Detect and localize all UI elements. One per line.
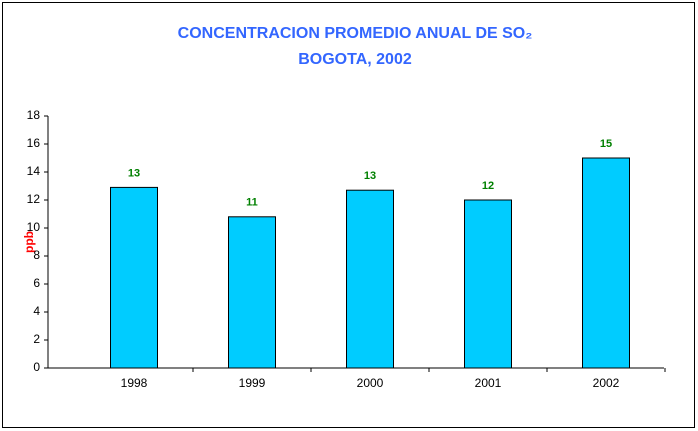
chart-title: CONCENTRACION PROMEDIO ANUAL DE SO₂ bbox=[178, 25, 533, 42]
value-label: 11 bbox=[246, 197, 258, 209]
bar bbox=[346, 189, 394, 369]
y-tick-label: 0 bbox=[33, 360, 40, 374]
y-tick-label: 8 bbox=[33, 248, 40, 262]
y-tick-label: 4 bbox=[33, 304, 40, 318]
chart-subtitle: BOGOTA, 2002 bbox=[298, 51, 412, 68]
x-tick-label: 1999 bbox=[239, 376, 266, 390]
value-label: 13 bbox=[128, 167, 140, 179]
bar bbox=[464, 199, 512, 369]
bar bbox=[110, 186, 158, 369]
y-tick-label: 2 bbox=[33, 332, 40, 346]
bar bbox=[228, 216, 276, 369]
y-tick-label: 16 bbox=[27, 136, 41, 150]
y-tick-label: 14 bbox=[27, 164, 41, 178]
x-tick-label: 2000 bbox=[357, 376, 384, 390]
bar bbox=[582, 157, 630, 369]
y-tick-label: 10 bbox=[27, 220, 41, 234]
x-tick-label: 1998 bbox=[121, 376, 148, 390]
y-tick-label: 6 bbox=[33, 276, 40, 290]
y-tick-label: 18 bbox=[27, 108, 41, 122]
value-label: 15 bbox=[600, 138, 612, 150]
value-label: 13 bbox=[364, 170, 376, 182]
value-label: 12 bbox=[482, 180, 494, 192]
y-tick-label: 12 bbox=[27, 192, 41, 206]
x-tick-label: 2002 bbox=[593, 376, 620, 390]
x-tick-label: 2001 bbox=[475, 376, 502, 390]
y-axis-label: ppb bbox=[22, 231, 36, 253]
